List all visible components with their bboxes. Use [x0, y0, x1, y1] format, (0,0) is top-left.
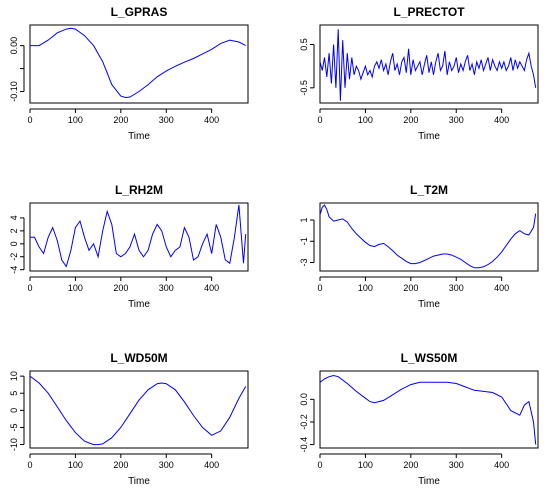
plot-frame [319, 370, 539, 449]
x-tick-label: 200 [403, 115, 418, 125]
chart-title: L_T2M [410, 183, 448, 197]
x-tick-label: 0 [27, 283, 32, 293]
y-tick-label: -4 [9, 266, 19, 274]
y-tick-label: 0 [9, 241, 19, 246]
y-tick-label: -1 [299, 237, 309, 245]
panel-l-wd50m: L_WD50M 0 100 200 300 400 10 5 0 -5 -10 Time [9, 351, 249, 487]
x-tick-label: 100 [358, 460, 373, 470]
x-tick-label: 400 [204, 460, 219, 470]
series-line [29, 375, 247, 446]
plot-frame [319, 202, 539, 272]
x-tick-label: 400 [494, 283, 509, 293]
y-tick-label: -2 [9, 253, 19, 261]
x-tick-label: 300 [159, 283, 174, 293]
y-tick-label: 10 [9, 371, 19, 381]
x-tick-label: 300 [449, 115, 464, 125]
x-tick-label: 100 [358, 283, 373, 293]
y-tick-label: -3 [299, 258, 309, 266]
y-tick-label: 1 [299, 217, 309, 222]
y-tick-label: 2 [9, 228, 19, 233]
x-tick-label: 400 [204, 283, 219, 293]
plot-frame [29, 370, 249, 449]
x-tick-label: 100 [68, 460, 83, 470]
y-tick-label: -5 [9, 423, 19, 431]
y-tick-label: 0.5 [299, 38, 309, 51]
y-tick-label: -0.4 [299, 437, 309, 453]
panel-l-rh2m: L_RH2M 0 100 200 300 400 4 2 0 -2 -4 Time [9, 183, 249, 310]
x-tick-label: 300 [449, 283, 464, 293]
x-tick-label: 0 [317, 283, 322, 293]
panel-l-t2m: L_T2M 0 100 200 300 400 1 -1 -3 Time [299, 183, 539, 310]
plot-frame [319, 24, 539, 104]
chart-title: L_WS50M [401, 351, 458, 365]
x-tick-label: 200 [403, 460, 418, 470]
y-tick-label: -0.2 [299, 414, 309, 430]
x-tick-label: 0 [27, 460, 32, 470]
x-tick-label: 200 [113, 115, 128, 125]
x-tick-label: 0 [317, 460, 322, 470]
x-tick-label: 200 [403, 283, 418, 293]
y-tick-label: -10 [9, 438, 19, 451]
series-line [319, 29, 537, 101]
panel-l-gpras: L_GPRAS 0 100 200 300 400 0.00 -0.10 Time [9, 5, 249, 142]
chart-title: L_WD50M [110, 351, 167, 365]
chart-title: L_GPRAS [111, 5, 168, 19]
x-axis-label: Time [418, 476, 440, 487]
x-tick-label: 100 [68, 115, 83, 125]
x-tick-label: 300 [159, 460, 174, 470]
series-line [319, 374, 537, 445]
chart-title: L_PRECTOT [393, 5, 465, 19]
x-tick-label: 0 [317, 115, 322, 125]
panel-l-ws50m: L_WS50M 0 100 200 300 400 0.0 -0.2 -0.4 Time [299, 351, 539, 487]
x-tick-label: 100 [358, 115, 373, 125]
y-tick-label: -0.10 [9, 81, 19, 102]
x-tick-label: 0 [27, 115, 32, 125]
x-axis-label: Time [128, 131, 150, 142]
x-tick-label: 200 [113, 283, 128, 293]
series-line [30, 27, 246, 99]
x-axis-label: Time [128, 299, 150, 310]
y-tick-label: -0.5 [299, 80, 309, 96]
series-line [30, 204, 247, 268]
x-axis-label: Time [128, 476, 150, 487]
x-tick-label: 200 [113, 460, 128, 470]
y-tick-label: 0 [9, 408, 19, 413]
x-tick-label: 400 [494, 460, 509, 470]
x-tick-label: 400 [494, 115, 509, 125]
y-tick-label: 4 [9, 215, 19, 220]
y-tick-label: 0.0 [299, 393, 309, 406]
x-tick-label: 100 [68, 283, 83, 293]
x-tick-label: 300 [159, 115, 174, 125]
y-tick-label: 5 [9, 391, 19, 396]
x-tick-label: 400 [204, 115, 219, 125]
chart-title: L_RH2M [115, 183, 163, 197]
x-axis-label: Time [418, 131, 440, 142]
series-line [319, 204, 537, 269]
plot-frame [29, 24, 249, 104]
x-axis-label: Time [418, 299, 440, 310]
panel-l-prectot: L_PRECTOT 0 100 200 300 400 0.5 -0.5 Time [299, 5, 539, 142]
x-tick-label: 300 [449, 460, 464, 470]
y-tick-label: 0.00 [9, 37, 19, 55]
